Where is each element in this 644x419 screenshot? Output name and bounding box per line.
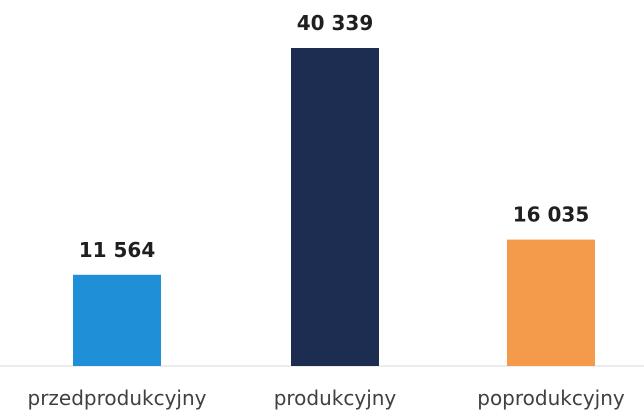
bar-poprodukcyjny [507,239,595,366]
category-label-poprodukcyjny: poprodukcyjny [477,386,625,410]
bar-produkcyjny [291,48,379,366]
data-label-przedprodukcyjny: 11 564 [79,238,156,262]
category-label-przedprodukcyjny: przedprodukcyjny [28,386,207,410]
category-labels-group: przedprodukcyjny produkcyjny poprodukcyjny [28,386,625,410]
data-label-poprodukcyjny: 16 035 [513,203,590,227]
category-label-produkcyjny: produkcyjny [274,386,397,410]
bar-przedprodukcyjny [73,274,161,366]
data-labels-group: 11 564 40 339 16 035 [79,11,590,262]
bars-group [73,48,595,366]
data-label-produkcyjny: 40 339 [297,11,374,35]
